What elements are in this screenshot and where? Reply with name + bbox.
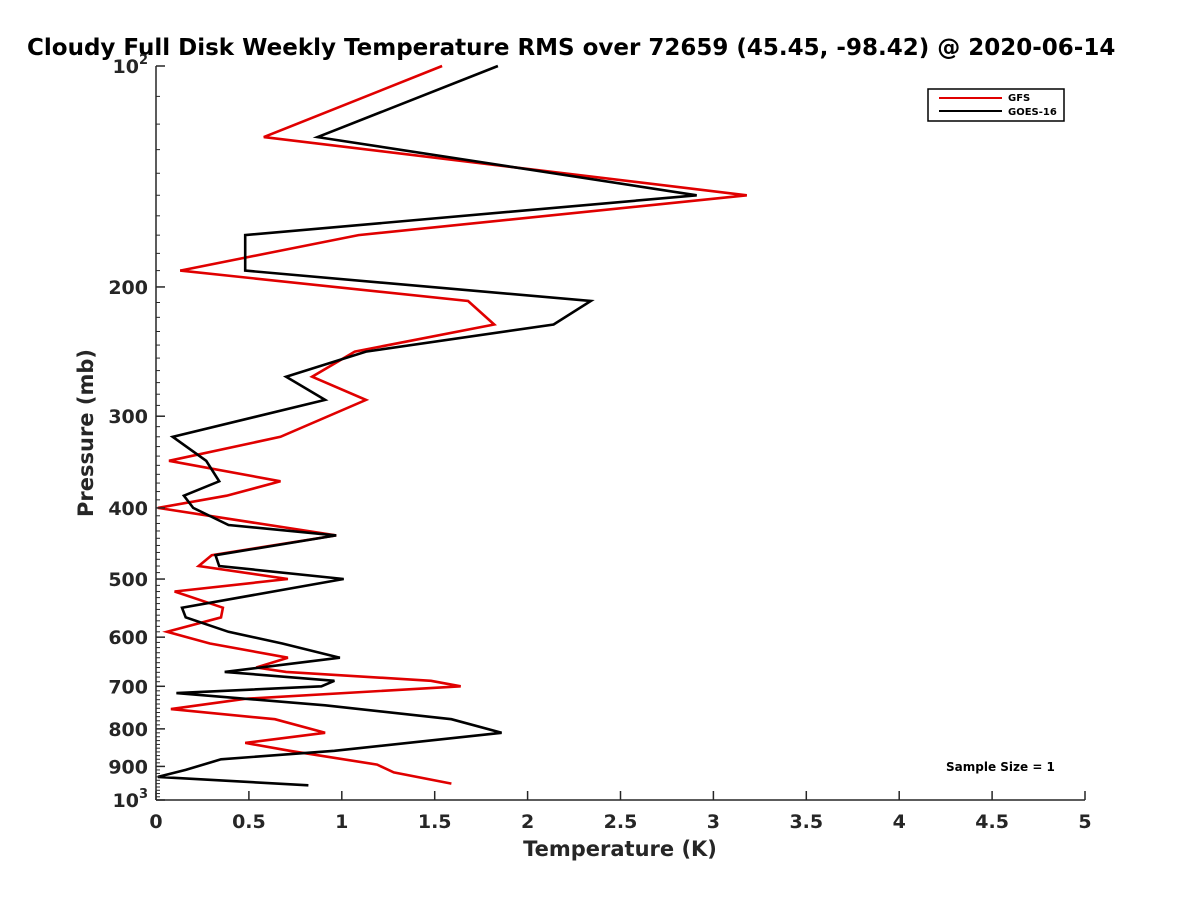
legend-label-gfs: GFS	[1008, 93, 1030, 104]
y-tick-label: 200	[108, 277, 148, 299]
x-tick-label: 3	[707, 811, 720, 833]
x-tick-label: 1.5	[418, 811, 452, 833]
x-tick-label: 0.5	[232, 811, 266, 833]
sample-size-annotation: Sample Size = 1	[946, 760, 1055, 774]
y-tick-label: 500	[108, 569, 148, 591]
series-line-gfs	[157, 64, 747, 785]
x-axis-label: Temperature (K)	[523, 837, 717, 861]
x-tick-label: 3.5	[789, 811, 823, 833]
x-axis: 0 0.5 1 1.5 2 2.5 3 3.5 4 4.5 5	[149, 791, 1092, 833]
legend-label-goes16: GOES-16	[1008, 107, 1057, 118]
y-tick-label: 700	[108, 676, 148, 698]
legend-box	[927, 88, 1065, 122]
y-tick-label: 400	[108, 498, 148, 520]
y-tick-label: 800	[108, 719, 148, 741]
y-tick-label: 102	[113, 53, 149, 78]
x-tick-label: 2	[521, 811, 534, 833]
y-tick-label: 600	[108, 627, 148, 649]
chart-title: Cloudy Full Disk Weekly Temperature RMS …	[27, 35, 1115, 61]
x-tick-label: 0	[149, 811, 162, 833]
y-axis-label: Pressure (mb)	[74, 349, 98, 517]
x-tick-label: 1	[335, 811, 348, 833]
plot-area	[157, 64, 747, 787]
y-tick-label: 300	[108, 406, 148, 428]
x-tick-label: 4.5	[975, 811, 1009, 833]
x-tick-label: 5	[1078, 811, 1091, 833]
y-tick-label: 103	[113, 787, 149, 812]
legend: GFS GOES-16	[927, 88, 1065, 122]
series-line-goes-16	[157, 64, 697, 787]
y-tick-label: 900	[108, 756, 148, 778]
x-tick-label: 4	[893, 811, 906, 833]
y-axis: 102 200 300 400 500 600 700 800 900 103	[108, 53, 165, 812]
x-tick-label: 2.5	[604, 811, 638, 833]
